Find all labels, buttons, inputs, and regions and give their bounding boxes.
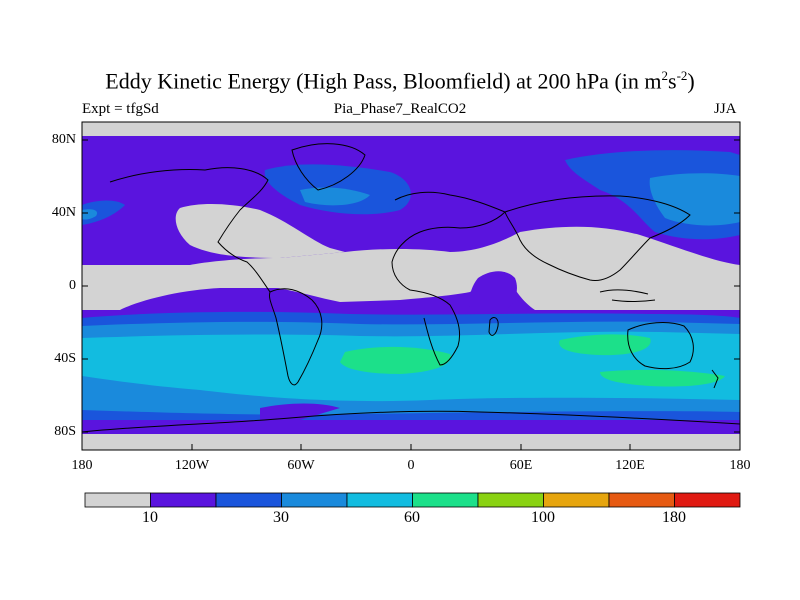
- field-n-atlantic-light: [300, 187, 370, 206]
- colorbar-box-3: [281, 492, 348, 508]
- field-green-core-pac: [600, 369, 725, 387]
- field-arctic-gray: [82, 122, 740, 136]
- colorbar-label-10: 10: [142, 509, 158, 526]
- run-label: Pia_Phase7_RealCO2: [333, 101, 467, 117]
- colorbar-box-5: [412, 492, 479, 508]
- field-n-atl-blue-w: [82, 200, 125, 225]
- colorbar-box-8: [608, 492, 675, 508]
- coastlines: [82, 143, 740, 433]
- field-tropical-gray: [82, 226, 740, 310]
- lon-tick-marks: [81, 444, 741, 450]
- field-n-blue-w-light: [82, 209, 98, 220]
- lat-label-80n: 80N: [51, 132, 76, 147]
- season-label: JJA: [714, 101, 737, 117]
- field-green-core-atl: [340, 346, 451, 374]
- lon-label-180w: 180: [71, 458, 93, 473]
- field-antarctic-gray: [82, 434, 740, 450]
- colorbar-box-7: [543, 492, 610, 508]
- title-unit-s: s: [668, 68, 677, 94]
- plot-title: Eddy Kinetic Energy (High Pass, Bloomfie…: [0, 68, 800, 94]
- lon-label-180e: 180: [729, 458, 751, 473]
- colorbar-box-2: [215, 492, 282, 508]
- lon-label-120e: 120E: [615, 458, 645, 473]
- field-gray-tongue-n: [175, 204, 345, 258]
- colorbar-box-9: [674, 492, 741, 508]
- colorbar-box-4: [346, 492, 413, 508]
- field-purple-s-edge: [260, 403, 340, 420]
- lat-label-40n: 40N: [51, 205, 76, 220]
- lon-label-120w: 120W: [174, 458, 210, 473]
- lon-label-0: 0: [407, 458, 415, 473]
- map-field: [82, 122, 740, 450]
- title-text: Eddy Kinetic Energy (High Pass, Bloomfie…: [105, 68, 662, 94]
- experiment-label: Expt = tfgSd: [82, 101, 159, 117]
- lat-tick-marks: [82, 139, 740, 433]
- colorbar-box-0: [84, 492, 151, 508]
- title-exponent-2: -2: [676, 68, 688, 83]
- lat-label-0: 0: [69, 278, 76, 293]
- title-close: ): [687, 68, 695, 94]
- colorbar-box-6: [477, 492, 544, 508]
- lat-label-80s: 80S: [54, 424, 76, 439]
- lon-label-60e: 60E: [509, 458, 533, 473]
- colorbar-label-60: 60: [404, 509, 420, 526]
- lat-label-40s: 40S: [54, 351, 76, 366]
- title-exponent-1: 2: [661, 68, 669, 83]
- colorbar-box-1: [150, 492, 217, 508]
- field-s-purple-band: [82, 420, 740, 434]
- field-purple-intrusion: [469, 271, 517, 310]
- colorbar-label-180: 180: [662, 509, 686, 526]
- colorbar-label-30: 30: [273, 509, 289, 526]
- colorbar: [84, 492, 741, 508]
- field-n-pacific-light: [649, 173, 740, 226]
- colorbar-label-100: 100: [531, 509, 555, 526]
- lon-label-60w: 60W: [287, 458, 315, 473]
